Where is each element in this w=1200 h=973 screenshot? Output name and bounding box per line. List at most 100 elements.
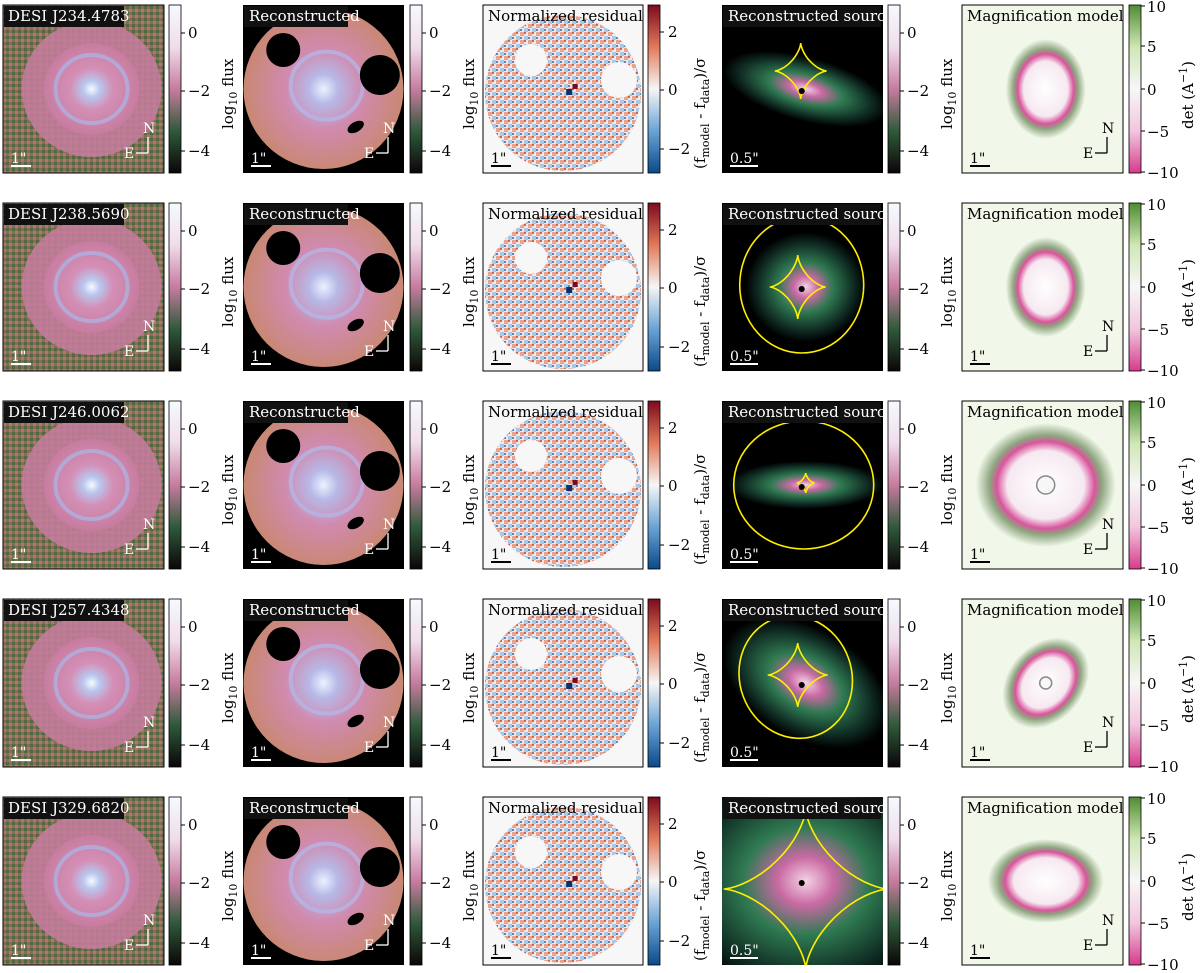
panel-title: Reconstructed (249, 7, 360, 25)
lensed-arc (53, 647, 130, 719)
scale-bar: 1" (11, 745, 31, 761)
scale-bar-line (251, 561, 271, 563)
colorbar-label: log10 flux (460, 652, 481, 723)
north-label: N (1102, 517, 1114, 533)
residual-colorbar: 2 0 −2(fmodel - fdata)/σ (647, 598, 712, 768)
scale-bar-line (970, 561, 990, 563)
colorbar-tick-label: −2 (668, 932, 690, 950)
colorbar-tick-label: 0 (429, 618, 439, 636)
north-label: N (143, 517, 155, 533)
source-feature (798, 88, 805, 94)
mask-region (347, 714, 364, 728)
mask-region (359, 847, 400, 887)
colorbar-tick-label: −5 (1147, 321, 1169, 339)
east-label: E (1083, 344, 1093, 360)
colorbar-tick-label: 0 (188, 24, 198, 42)
scale-bar: 1" (251, 349, 271, 365)
colorbar-tick-label: −10 (1147, 758, 1179, 776)
colorbar-tick-label: 5 (1147, 830, 1157, 848)
scale-bar: 0.5" (730, 547, 759, 563)
north-label: N (383, 121, 395, 137)
scale-bar-line (251, 165, 271, 167)
panel-frame (2, 202, 165, 372)
observed-image (3, 5, 164, 173)
panel-frame (2, 4, 165, 174)
colorbar-tick-label: 10 (1147, 592, 1166, 610)
panel-title: Reconstructed source (728, 205, 894, 223)
reconstructed-source (723, 43, 883, 127)
scale-bar: 1" (970, 745, 990, 761)
mask-region (347, 120, 364, 134)
colorbar-tick-label: −5 (1147, 915, 1169, 933)
colorbar-gradient (409, 598, 423, 768)
scale-bar-line (730, 561, 758, 563)
scale-bar: 1" (491, 547, 511, 563)
critical-region (1005, 39, 1086, 139)
masked-region (601, 260, 637, 296)
scale-bar-label: 1" (970, 943, 985, 959)
colorbar-gradient (887, 796, 901, 966)
flux-colorbar: 0 −2 −4 log10 flux (168, 202, 240, 372)
magnification-map (975, 423, 1116, 547)
masked-region (515, 440, 547, 472)
north-label: N (383, 319, 395, 335)
source-feature (798, 286, 805, 292)
colorbar-tick-label: −4 (907, 934, 929, 952)
residual-title: Normalized residual (488, 205, 643, 223)
scale-bar-line (251, 759, 271, 761)
mask-region (347, 318, 364, 332)
colorbar-gradient (1128, 400, 1142, 570)
masked-region (601, 62, 637, 98)
colorbar-tick-label: 0 (907, 816, 917, 834)
residual-title: Normalized residual (488, 799, 643, 817)
east-label: E (364, 740, 374, 756)
north-label: N (383, 715, 395, 731)
scale-bar-label: 1" (491, 547, 506, 563)
scale-bar-label: 0.5" (730, 745, 759, 761)
colorbar-tick-label: −2 (907, 82, 929, 100)
colorbar-tick-label: 2 (668, 815, 678, 833)
scale-bar-line (970, 165, 990, 167)
source-light (723, 617, 883, 749)
colorbar-tick-label: −2 (668, 338, 690, 356)
reconstructed-title: Reconstructed (244, 204, 360, 225)
colorbar-tick-label: −2 (188, 478, 210, 496)
colorbar-label: log10 flux (219, 454, 240, 525)
scale-bar-label: 1" (970, 547, 985, 563)
magnification-colorbar: 10 5 0 −5 −10 det (A−1) (1128, 394, 1197, 578)
colorbar-gradient (168, 202, 182, 372)
title-background (723, 600, 881, 621)
colorbar-gradient (168, 4, 182, 174)
panel-frame (2, 796, 165, 966)
compass: NE (364, 121, 395, 162)
magnification-title: Magnification model (967, 601, 1124, 619)
title-background (244, 204, 348, 225)
colorbar-tick-label: 10 (1147, 394, 1166, 412)
scale-bar-line (11, 759, 31, 761)
north-label: N (143, 913, 155, 929)
north-label: N (383, 517, 395, 533)
colorbar-tick-label: −2 (907, 280, 929, 298)
colorbar-tick-label: 0 (668, 675, 678, 693)
compass: NE (1083, 715, 1114, 756)
scale-bar-label: 1" (491, 349, 506, 365)
magnification-colorbar: 10 5 0 −5 −10 det (A−1) (1128, 0, 1197, 182)
title-background (4, 402, 124, 423)
east-label: E (124, 344, 134, 360)
colorbar-tick-label: 5 (1147, 236, 1157, 254)
colorbar-tick-label: −5 (1147, 519, 1169, 537)
panel-frame (482, 202, 644, 372)
colorbar-label: log10 flux (219, 256, 240, 327)
colorbar-tick-label: −5 (1147, 123, 1169, 141)
compass: NE (364, 715, 395, 756)
residual-colorbar: 2 0 −2(fmodel - fdata)/σ (647, 400, 712, 570)
colorbar-tick-label: 10 (1147, 196, 1166, 214)
colorbar-label: det (A−1) (1177, 853, 1197, 921)
residual-hotspot (566, 683, 573, 689)
source-light (727, 461, 883, 509)
scale-bar-label: 1" (251, 151, 266, 167)
magnification-map (1005, 39, 1086, 139)
reconstructed-image (243, 9, 404, 169)
flux-colorbar: 0 −2 −4 log10 flux (168, 796, 240, 966)
flux-colorbar: 0 −2 −4 log10 flux (409, 796, 481, 966)
